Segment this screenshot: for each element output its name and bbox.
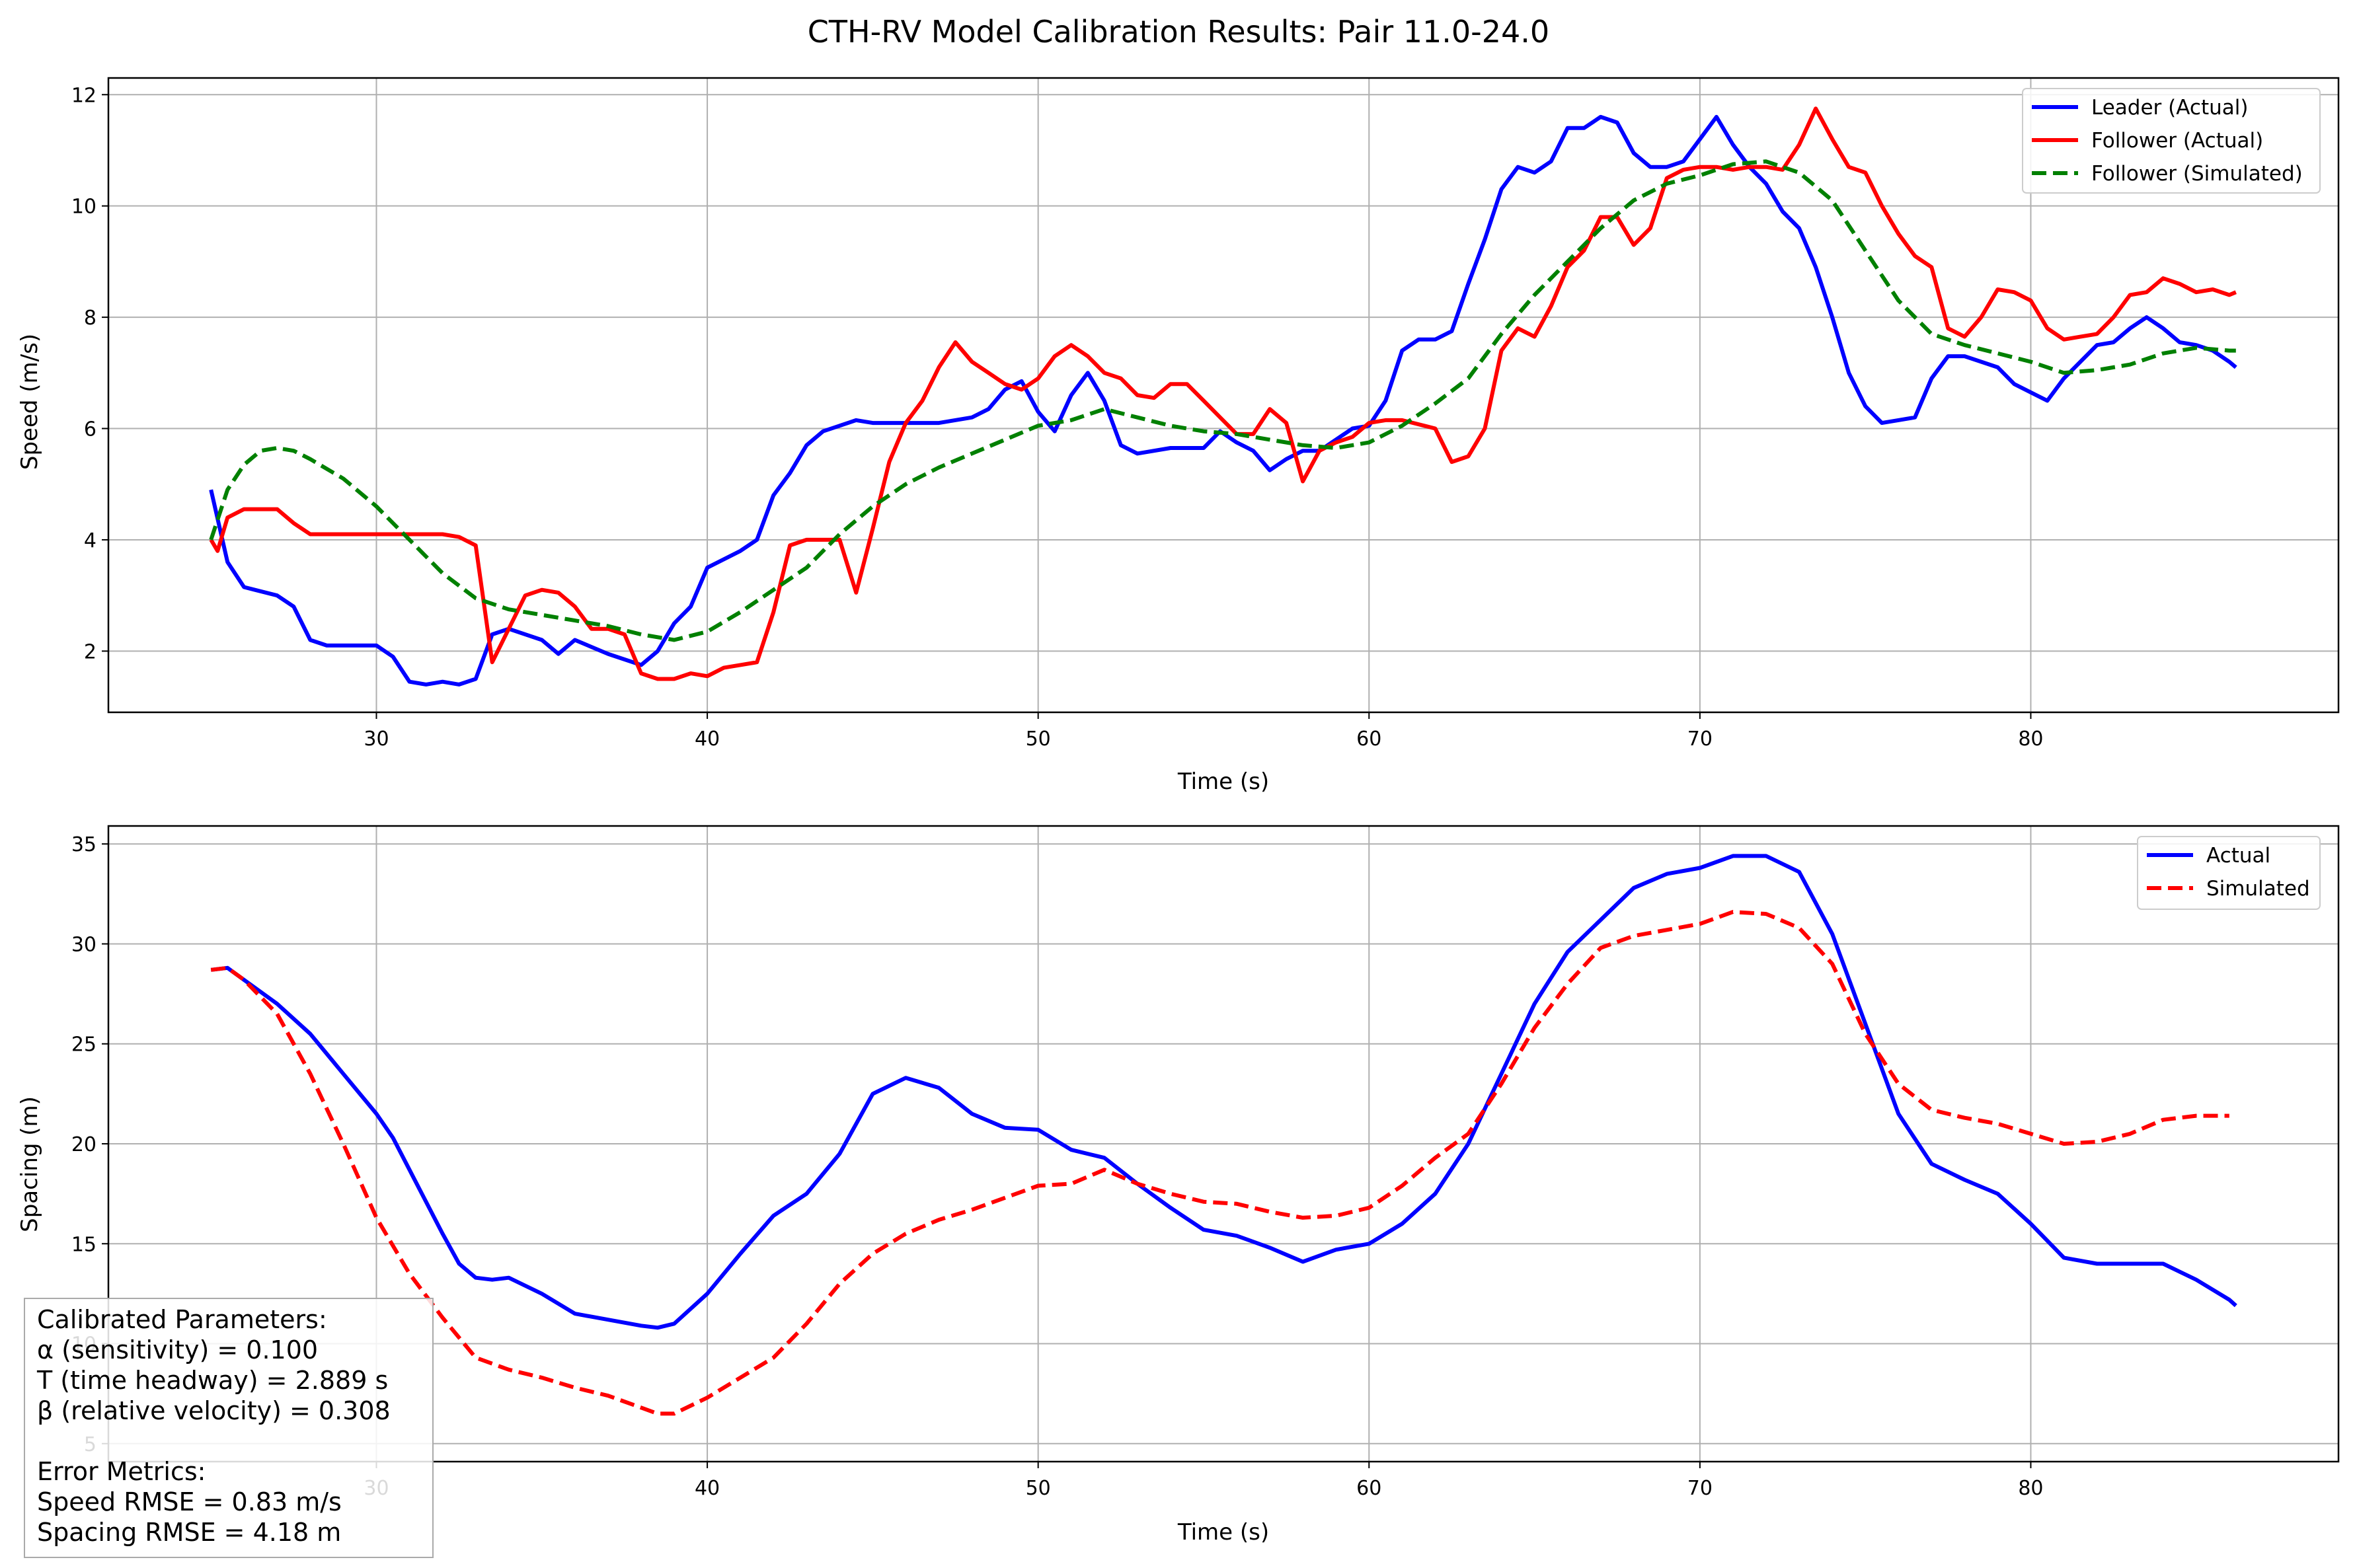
y-tick-label: 35: [71, 833, 97, 856]
x-tick-label: 40: [695, 1477, 720, 1500]
spacing-chart: 3040506070805101520253035 Time (s) Spaci…: [17, 825, 2340, 1546]
y-tick-label: 6: [84, 418, 97, 441]
info-line: T (time headway) = 2.889 s: [37, 1366, 389, 1395]
x-tick-label: 70: [1687, 1477, 1713, 1500]
info-line: β (relative velocity) = 0.308: [37, 1396, 391, 1425]
y-tick-label: 15: [71, 1233, 97, 1256]
series-line: [209, 159, 2236, 642]
x-tick-label: 30: [364, 728, 389, 751]
figure-title: CTH-RV Model Calibration Results: Pair 1…: [808, 14, 1549, 50]
legend-label: Simulated: [2206, 877, 2310, 901]
x-tick-label: 40: [695, 728, 720, 751]
info-line: [37, 1426, 420, 1456]
x-tick-label: 60: [1356, 728, 1381, 751]
x-tick-label: 70: [1687, 728, 1713, 751]
y-tick-label: 2: [84, 640, 97, 663]
x-tick-label: 50: [1026, 728, 1051, 751]
series-line: [210, 854, 2237, 1330]
info-line: Spacing RMSE = 4.18 m: [37, 1518, 342, 1547]
info-line: Speed RMSE = 0.83 m/s: [37, 1487, 342, 1516]
series-line: [210, 910, 2229, 1416]
speed-legend: Leader (Actual) Follower (Actual) Follower…: [2022, 88, 2321, 194]
spacing-xlabel: Time (s): [1177, 1519, 1269, 1546]
speed-ylabel: Speed (m/s): [17, 334, 43, 470]
info-line: Error Metrics:: [37, 1457, 206, 1486]
y-tick-label: 20: [71, 1133, 97, 1156]
x-tick-label: 80: [2018, 1477, 2043, 1500]
legend-label: Follower (Simulated): [2091, 162, 2303, 186]
info-line: Calibrated Parameters:: [37, 1305, 327, 1334]
x-tick-label: 60: [1356, 1477, 1381, 1500]
legend-label: Follower (Actual): [2091, 129, 2263, 153]
y-tick-label: 10: [71, 196, 97, 219]
x-tick-label: 50: [1026, 1477, 1051, 1500]
y-tick-label: 4: [84, 529, 97, 552]
x-tick-label: 80: [2018, 728, 2043, 751]
speed-chart: 30 40 50 60 70 80 2 4 6 8 10 12 Time (s) Speed (m/s…: [17, 77, 2340, 795]
info-line: α (sensitivity) = 0.100: [37, 1335, 319, 1364]
spacing-legend: Actual Simulated: [2137, 836, 2321, 910]
y-tick-label: 30: [71, 933, 97, 956]
legend-label: Actual: [2206, 844, 2270, 868]
y-tick-label: 25: [71, 1033, 97, 1057]
legend-frame: [2022, 88, 2321, 194]
y-tick-label: 12: [71, 84, 97, 107]
spacing-ylabel: Spacing (m): [17, 1096, 43, 1232]
calibration-info-box: Calibrated Parameters: α (sensitivity) =…: [24, 1298, 434, 1558]
speed-xlabel: Time (s): [1177, 768, 1269, 795]
y-tick-label: 8: [84, 307, 97, 330]
legend-label: Leader (Actual): [2091, 96, 2248, 120]
